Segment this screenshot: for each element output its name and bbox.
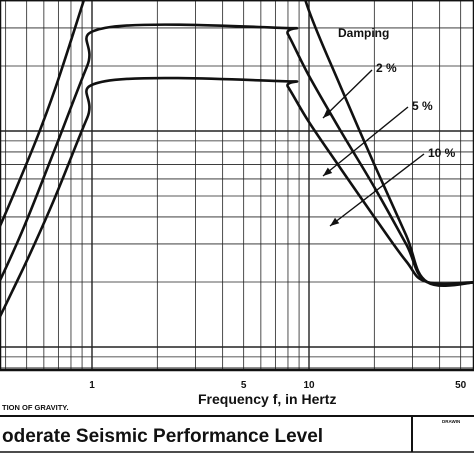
- drawing-corner-label: DRAWIN: [442, 419, 460, 424]
- title-block-text: oderate Seismic Performance Level: [2, 426, 323, 447]
- arrow-line-1: [322, 69, 373, 119]
- legend-label-10-percent: 10 %: [428, 146, 456, 160]
- gravity-note: TION OF GRAVITY.: [2, 403, 69, 412]
- legend-title: Damping: [338, 26, 389, 40]
- series-line-1: [0, 0, 474, 287]
- x-tick-labels: 1 5 10 50: [89, 380, 466, 391]
- arrow-head-3: [330, 217, 340, 226]
- plot-frame: [0, 0, 474, 372]
- legend-label-2-percent: 2 %: [376, 61, 397, 75]
- x-tick-label: 5: [241, 380, 247, 391]
- series-curves: [0, 0, 474, 320]
- arrow-head-2: [323, 167, 333, 176]
- arrow-line-2: [322, 106, 409, 177]
- x-tick-label: 10: [303, 380, 315, 391]
- x-tick-label: 1: [89, 380, 95, 391]
- arrow-head-1: [323, 109, 332, 118]
- series-line-3: [0, 76, 474, 320]
- series-line-2: [0, 23, 474, 287]
- arrow-line-3: [329, 153, 425, 227]
- x-tick-label: 50: [455, 380, 467, 391]
- legend-arrows: [322, 69, 425, 227]
- x-axis-label: Frequency f, in Hertz: [198, 391, 336, 407]
- legend-label-5-percent: 5 %: [412, 99, 433, 113]
